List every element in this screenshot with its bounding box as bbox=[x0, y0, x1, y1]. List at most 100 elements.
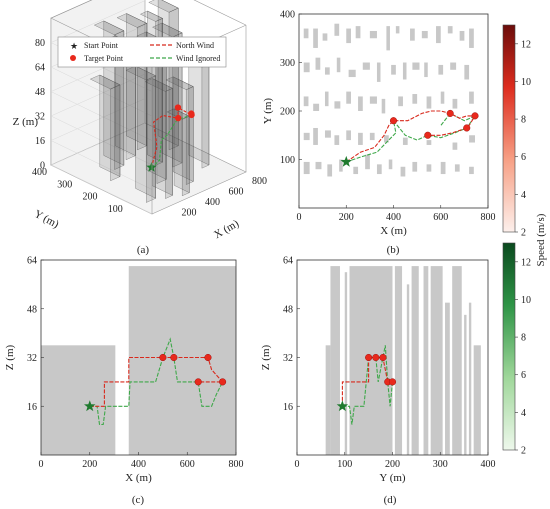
building bbox=[394, 266, 403, 455]
y-tick-label: 100 bbox=[280, 155, 295, 166]
caption-b: (b) bbox=[387, 244, 400, 256]
y-tick-label: 200 bbox=[83, 192, 98, 203]
legend-north-label: North Wind bbox=[176, 41, 214, 50]
plot-c: 0 200 400 600 800 16 32 48 64 X (m) Z (m) bbox=[4, 256, 244, 485]
building bbox=[398, 96, 403, 107]
building bbox=[423, 266, 429, 455]
building bbox=[426, 96, 432, 109]
colorbar-tick-label: 6 bbox=[521, 152, 526, 163]
building bbox=[473, 345, 481, 455]
building bbox=[344, 272, 348, 455]
y-tick-label: 400 bbox=[280, 10, 295, 21]
panel-d: 0 100 200 300 400 16 32 48 64 Y (m) Z (m) (d) bbox=[260, 256, 496, 507]
building bbox=[426, 164, 432, 172]
x-tick-label: 200 bbox=[339, 212, 354, 223]
x-tick-label: 600 bbox=[229, 187, 244, 198]
target-point bbox=[159, 353, 167, 362]
building-3d bbox=[116, 13, 148, 28]
building bbox=[440, 161, 446, 175]
building bbox=[365, 154, 370, 170]
x-axis-label: Y (m) bbox=[379, 472, 406, 484]
y-axis-label: Y (m) bbox=[262, 98, 274, 125]
building bbox=[346, 91, 351, 104]
building bbox=[355, 26, 361, 39]
building bbox=[388, 159, 393, 170]
building bbox=[469, 135, 476, 143]
building bbox=[452, 98, 458, 109]
building bbox=[369, 96, 377, 104]
target-point bbox=[389, 117, 398, 125]
x-tick-label: 100 bbox=[337, 459, 352, 470]
x-tick-label: 0 bbox=[295, 459, 300, 470]
building bbox=[395, 26, 400, 34]
building bbox=[324, 130, 331, 138]
target-point bbox=[194, 378, 202, 386]
building-3d bbox=[89, 74, 121, 90]
building bbox=[334, 135, 340, 145]
target-point bbox=[219, 378, 227, 386]
target-point-icon bbox=[70, 55, 76, 61]
wind-ignored-path bbox=[89, 337, 224, 426]
colorbar-tick-label: 2 bbox=[521, 228, 526, 239]
colorbar-red bbox=[502, 24, 516, 233]
building bbox=[349, 266, 393, 455]
target-point bbox=[379, 353, 387, 362]
x-tick-label: 200 bbox=[182, 208, 197, 219]
north-wind-path bbox=[341, 356, 393, 407]
y-tick-label: 32 bbox=[27, 353, 37, 364]
building bbox=[464, 64, 470, 80]
building bbox=[445, 302, 450, 455]
target-point bbox=[372, 353, 380, 362]
building bbox=[402, 62, 407, 80]
building bbox=[313, 28, 318, 48]
building bbox=[327, 164, 333, 177]
x-tick-label: 800 bbox=[481, 212, 496, 223]
building bbox=[324, 91, 329, 107]
x-tick-label: 0 bbox=[297, 212, 302, 223]
building bbox=[386, 26, 390, 51]
target-point bbox=[388, 378, 397, 386]
building bbox=[391, 64, 396, 75]
start-point bbox=[336, 400, 349, 412]
caption-a: (a) bbox=[137, 244, 150, 256]
building bbox=[412, 94, 418, 104]
building bbox=[452, 142, 458, 150]
z-grid-line bbox=[50, 122, 153, 215]
building-3d bbox=[151, 22, 183, 38]
target-point bbox=[463, 124, 471, 132]
building bbox=[339, 159, 343, 172]
x-tick-label: 800 bbox=[229, 459, 244, 470]
building bbox=[325, 345, 331, 455]
building-3d bbox=[188, 53, 210, 166]
building bbox=[346, 130, 351, 141]
colorbar-tick-label: 10 bbox=[521, 77, 531, 88]
start-point bbox=[84, 400, 96, 412]
y-tick-label: 32 bbox=[283, 353, 293, 364]
building bbox=[334, 23, 340, 36]
y-tick-label: 400 bbox=[32, 167, 47, 178]
building bbox=[447, 26, 453, 34]
start-point-icon: ★ bbox=[70, 41, 78, 51]
building bbox=[406, 284, 410, 455]
building bbox=[358, 96, 363, 111]
legend-ignored-label: Wind Ignored bbox=[176, 54, 220, 63]
building bbox=[402, 137, 408, 145]
plot-b: 0 200 400 600 800 100 200 300 400 X (m) Y (m) bbox=[262, 10, 496, 238]
target-point bbox=[471, 112, 479, 120]
building bbox=[313, 103, 320, 111]
x-tick-label: 400 bbox=[131, 459, 146, 470]
x-tick-label: 200 bbox=[385, 459, 400, 470]
z-grid-line bbox=[50, 0, 153, 92]
building-3d bbox=[147, 10, 163, 163]
building bbox=[336, 57, 341, 73]
axis-label-x-a: X (m) bbox=[212, 217, 241, 241]
building bbox=[381, 98, 386, 114]
z-tick-label: 80 bbox=[35, 38, 45, 49]
x-tick-label: 300 bbox=[433, 459, 448, 470]
start-point-3d bbox=[146, 161, 157, 172]
z-tick-label: 16 bbox=[35, 136, 45, 147]
building bbox=[362, 62, 370, 70]
x-axis-label: X (m) bbox=[125, 472, 152, 484]
axis-label-y-a: Y (m) bbox=[32, 208, 61, 231]
